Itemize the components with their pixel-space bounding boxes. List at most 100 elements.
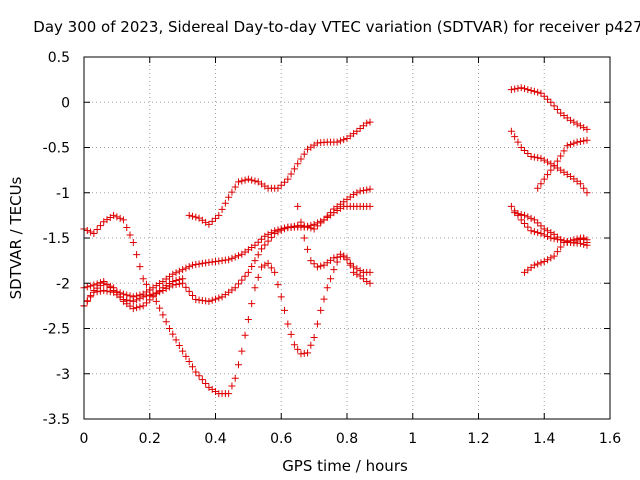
data-point-marker — [317, 262, 325, 270]
y-tick-label: -3 — [56, 367, 70, 383]
data-point-marker — [225, 256, 233, 264]
data-point-marker — [517, 144, 525, 151]
data-point-marker — [162, 318, 170, 326]
data-point-marker — [93, 226, 101, 234]
data-point-marker — [521, 147, 529, 155]
y-tick-label: 0 — [61, 95, 70, 111]
data-point-marker — [179, 347, 187, 355]
data-point-marker — [156, 304, 164, 312]
data-point-marker — [235, 280, 243, 288]
data-point-marker — [517, 84, 525, 92]
data-point-marker — [346, 259, 354, 267]
data-point-marker — [202, 379, 210, 387]
data-point-marker — [544, 171, 552, 179]
data-point-marker — [563, 238, 571, 246]
data-point-marker — [267, 233, 275, 241]
data-point-marker — [320, 216, 328, 224]
data-point-marker — [573, 120, 581, 128]
data-point-marker — [241, 176, 249, 184]
series-track-a — [80, 211, 374, 398]
data-point-marker — [271, 229, 279, 237]
data-point-marker — [116, 293, 124, 301]
data-point-marker — [136, 294, 144, 302]
data-point-marker — [258, 245, 266, 253]
data-point-marker — [172, 336, 180, 344]
data-point-marker — [524, 150, 532, 158]
data-point-marker — [530, 153, 538, 161]
data-point-marker — [327, 209, 335, 217]
data-point-marker — [544, 95, 552, 103]
y-tick-label: -1 — [56, 186, 70, 202]
axis-layer: 0 0.2 0.4 0.6 0.8 1 1.2 1.4 1.6 -3.5 -3 -2.5 -2 -1.5 -… — [43, 50, 622, 447]
data-point-marker — [336, 137, 344, 145]
series-track-j — [511, 209, 591, 247]
data-point-marker — [553, 105, 561, 113]
data-point-marker — [340, 136, 348, 144]
data-point-marker — [142, 280, 150, 288]
data-point-marker — [511, 133, 519, 141]
data-point-marker — [195, 260, 203, 268]
data-point-marker — [287, 330, 295, 338]
data-point-marker — [514, 138, 522, 146]
data-point-marker — [142, 292, 150, 300]
data-point-marker — [231, 374, 239, 382]
x-tick-label: 0 — [80, 431, 89, 447]
data-point-marker — [547, 229, 555, 237]
data-point-marker — [129, 297, 137, 305]
data-point-marker — [537, 229, 545, 237]
data-point-marker — [567, 237, 575, 245]
data-point-marker — [244, 175, 252, 183]
y-tick-label: -0.5 — [43, 141, 70, 157]
data-point-marker — [567, 140, 575, 148]
data-point-marker — [557, 243, 565, 251]
data-point-marker — [567, 116, 575, 124]
data-point-marker — [251, 257, 259, 265]
series-track-c — [80, 185, 374, 310]
data-point-marker — [133, 296, 141, 304]
data-point-marker — [307, 257, 315, 265]
data-point-marker — [96, 222, 104, 230]
series-track-i — [507, 202, 591, 249]
data-point-marker — [83, 297, 91, 305]
data-point-marker — [534, 219, 542, 227]
data-point-marker — [169, 270, 177, 278]
data-point-marker — [300, 222, 308, 230]
data-point-marker — [133, 251, 141, 259]
data-point-marker — [323, 212, 331, 220]
data-point-marker — [215, 211, 223, 219]
data-point-marker — [363, 186, 371, 194]
data-point-marker — [514, 84, 522, 92]
data-point-marker — [244, 315, 252, 323]
y-tick-label: -1.5 — [43, 231, 70, 247]
data-point-marker — [152, 290, 160, 298]
data-point-marker — [129, 239, 137, 247]
data-point-marker — [507, 202, 515, 210]
data-point-marker — [537, 222, 545, 230]
data-point-marker — [350, 191, 358, 199]
y-tick-label: 0.5 — [48, 50, 70, 66]
data-point-marker — [169, 330, 177, 338]
data-point-marker — [113, 213, 121, 221]
data-point-marker — [261, 232, 269, 240]
data-point-marker — [238, 347, 246, 355]
data-point-marker — [281, 225, 289, 233]
data-point-marker — [277, 293, 285, 301]
series-track-d — [80, 275, 187, 313]
x-axis-label: GPS time / hours — [282, 457, 408, 475]
data-point-marker — [294, 160, 302, 168]
data-point-marker — [527, 153, 535, 161]
data-point-marker — [231, 253, 239, 261]
data-point-marker — [576, 122, 584, 130]
data-point-marker — [225, 193, 233, 201]
data-point-marker — [212, 214, 219, 222]
data-point-marker — [330, 266, 338, 274]
x-tick-label: 1.4 — [533, 431, 555, 447]
data-point-marker — [570, 139, 578, 147]
data-point-marker — [192, 368, 200, 376]
data-point-marker — [251, 241, 259, 249]
data-point-marker — [294, 345, 302, 353]
series-track-f — [294, 202, 374, 276]
data-point-marker — [254, 273, 262, 281]
data-point-marker — [254, 251, 262, 259]
grid-layer — [84, 57, 610, 419]
